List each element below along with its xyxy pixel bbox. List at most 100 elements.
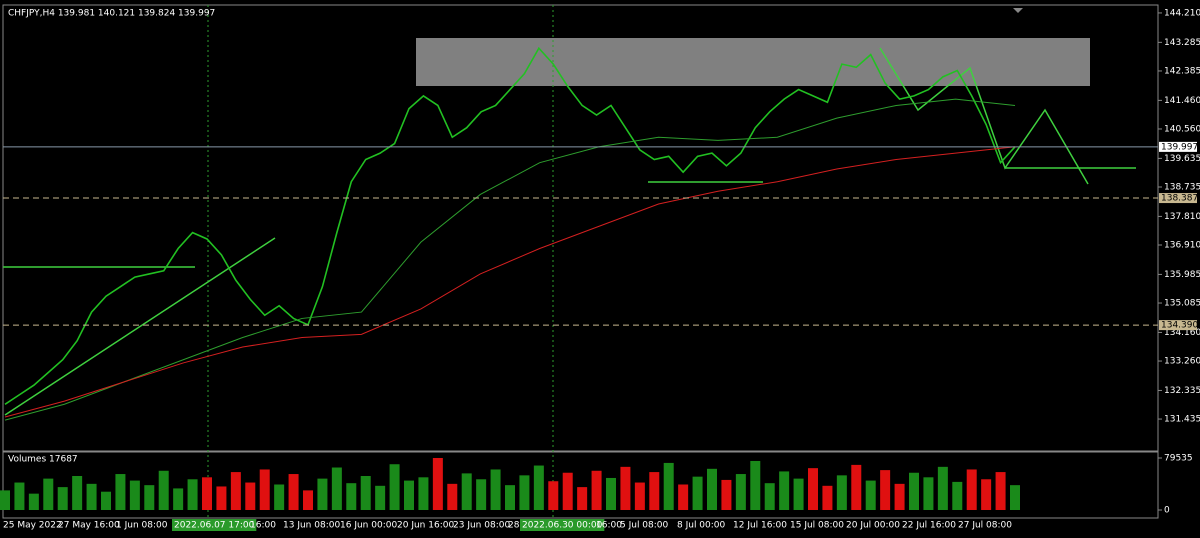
volume-bar: [490, 469, 501, 510]
volume-bar: [995, 472, 1006, 510]
price-level-label: 138.387: [1161, 194, 1198, 204]
price-level-box: [1159, 320, 1197, 331]
volume-bar: [303, 490, 313, 510]
volume-bar: [937, 466, 948, 510]
volume-title: Volumes 17687: [8, 455, 78, 465]
volume-bar: [649, 472, 660, 510]
volume-bar: [0, 490, 10, 510]
x-tick-label: 2022.06.30 00:00: [522, 521, 603, 531]
volume-bar: [678, 484, 689, 510]
volume-bar: [259, 469, 270, 510]
y-tick-label: 142.385: [1164, 66, 1200, 76]
volume-bar: [779, 471, 790, 510]
x-tick-label: 27 May 16:00: [58, 521, 120, 531]
volume-bar: [909, 472, 919, 510]
x-tick-label: 16 Jun 00:00: [340, 521, 397, 531]
y-tick-label: 137.810: [1164, 212, 1200, 222]
x-tick-label: 28: [508, 521, 520, 531]
zigzag: [879, 47, 1089, 185]
y-tick-label: 134.160: [1164, 328, 1200, 338]
volume-bar: [346, 483, 357, 510]
volume-bar: [129, 480, 140, 510]
volume-bar: [101, 491, 111, 510]
price-line: [4, 98, 1016, 421]
x-tick-label: 16:00: [596, 521, 622, 531]
volume-bar: [317, 478, 328, 510]
volume-bar: [274, 484, 285, 510]
x-label-highlight: [172, 519, 257, 531]
y-tick-label: 138.735: [1164, 182, 1200, 192]
volume-bar: [923, 477, 934, 510]
price-level-box: [1159, 193, 1197, 204]
price-line: [4, 46, 1016, 405]
volume-bar: [115, 474, 126, 510]
volume-bar: [14, 482, 25, 510]
volume-bar: [562, 472, 573, 510]
volume-bar: [894, 483, 905, 510]
volume-bar: [173, 488, 184, 510]
y-tick-label: 143.285: [1164, 38, 1200, 48]
volume-bar: [620, 466, 631, 510]
y-tick-label: 135.085: [1164, 299, 1200, 309]
volume-bar: [750, 460, 761, 510]
y-tick-label: 131.435: [1164, 415, 1200, 425]
trendline: [4, 237, 276, 416]
volume-bar: [57, 487, 68, 510]
scroll-marker: [1013, 8, 1023, 13]
y-tick-label: 132.335: [1164, 386, 1200, 396]
price-level-label: 134.390: [1161, 321, 1198, 331]
y-tick-label: 140.560: [1164, 124, 1200, 134]
series-layer: [0, 46, 1020, 510]
volume-bar: [28, 493, 39, 510]
volume-bar: [245, 482, 256, 510]
x-tick-label: 12 Jul 16:00: [733, 521, 787, 531]
x-tick-label: 5 Jul 08:00: [620, 521, 669, 531]
volume-bar: [461, 473, 472, 510]
volume-bar: [966, 469, 977, 510]
x-tick-label: 16:00: [250, 521, 276, 531]
y-tick-label: 141.460: [1164, 96, 1200, 106]
volume-bar: [880, 470, 891, 510]
volume-bar: [202, 477, 212, 510]
x-label-highlight: [520, 519, 605, 531]
volume-tick-label: 0: [1164, 506, 1170, 516]
volume-bar: [432, 458, 443, 510]
volume-bar: [505, 485, 515, 510]
volume-bar: [865, 480, 876, 510]
volume-bar: [793, 478, 804, 510]
volume-bar: [1010, 485, 1020, 510]
volume-bar: [606, 477, 616, 510]
volume-bar: [86, 483, 97, 510]
volume-bar: [476, 479, 487, 510]
price-level-box: [1159, 141, 1197, 152]
x-tick-label: 23 Jun 08:00: [453, 521, 510, 531]
volume-bar: [577, 487, 588, 510]
volume-bar: [158, 470, 169, 510]
volume-bar: [952, 481, 963, 510]
x-tick-label: 1 Jun 08:00: [116, 521, 168, 531]
y-tick-label: 144.210: [1164, 8, 1200, 18]
volume-bar: [144, 485, 155, 510]
volume-bar: [187, 479, 198, 510]
volume-bar: [418, 477, 429, 510]
x-tick-label: 20 Jun 16:00: [397, 521, 454, 531]
volume-bar: [331, 467, 342, 510]
x-tick-label: 15 Jul 08:00: [790, 521, 844, 531]
volume-bar: [721, 479, 732, 510]
volume-bar: [808, 468, 818, 510]
volume-bar: [43, 478, 54, 510]
volume-bar: [851, 464, 862, 510]
price-level-label: 139.997: [1161, 142, 1198, 152]
volume-bar: [288, 474, 299, 510]
x-tick-label: 27 Jul 08:00: [958, 521, 1012, 531]
volume-bar: [230, 472, 241, 510]
volume-bar: [360, 476, 371, 510]
volume-bar: [216, 486, 227, 510]
volume-bar: [533, 465, 544, 510]
x-tick-label: 20 Jul 00:00: [846, 521, 900, 531]
y-tick-label: 139.635: [1164, 154, 1200, 164]
x-tick-label: 8 Jul 00:00: [677, 521, 726, 531]
y-tick-label: 133.260: [1164, 357, 1200, 367]
volume-bar: [692, 476, 703, 510]
